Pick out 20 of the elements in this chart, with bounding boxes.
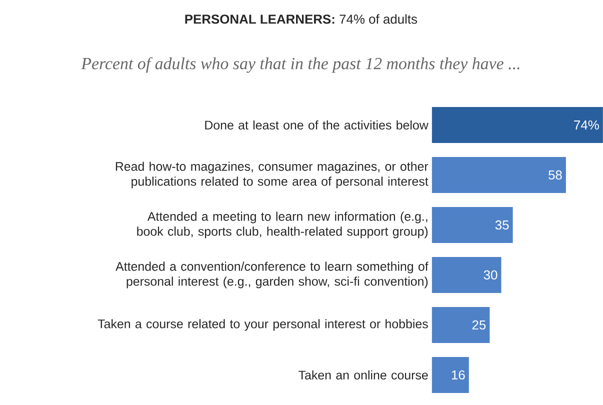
bar (432, 306, 490, 343)
bar (432, 356, 469, 393)
bar (432, 207, 513, 243)
y-tick-label: Attended a meeting to learn new information (e.g., book club, sports club, health-related support group) (137, 212, 428, 238)
text: PERSONAL LEARNERS: 74% of adults (185, 14, 418, 24)
y-tick-label: Read how-to magazines, consumer magazines, or other publications related to some area of personal interest (116, 162, 428, 188)
y-tick-label: Done at least one of the activities below (205, 120, 428, 130)
data-label: 25 (472, 320, 486, 330)
y-tick-label: Attended a convention/conference to learn something of personal interest (e.g., garden show, sci-fi convention) (116, 262, 428, 288)
bar (432, 256, 502, 293)
data-label: 16 (452, 370, 465, 380)
bar (432, 157, 566, 194)
y-tick-label: Taken a course related to your personal interest or hobbies (98, 319, 428, 331)
y-tick-label: Taken an online course (298, 370, 428, 380)
bar (432, 107, 603, 144)
data-label: 30 (484, 270, 498, 280)
data-label: 74% (574, 120, 599, 130)
data-label: 35 (495, 220, 509, 230)
data-label: 58 (548, 170, 562, 180)
chart-subtitle: Percent of adults who say that in the past 12 months they have ... (81, 57, 520, 73)
